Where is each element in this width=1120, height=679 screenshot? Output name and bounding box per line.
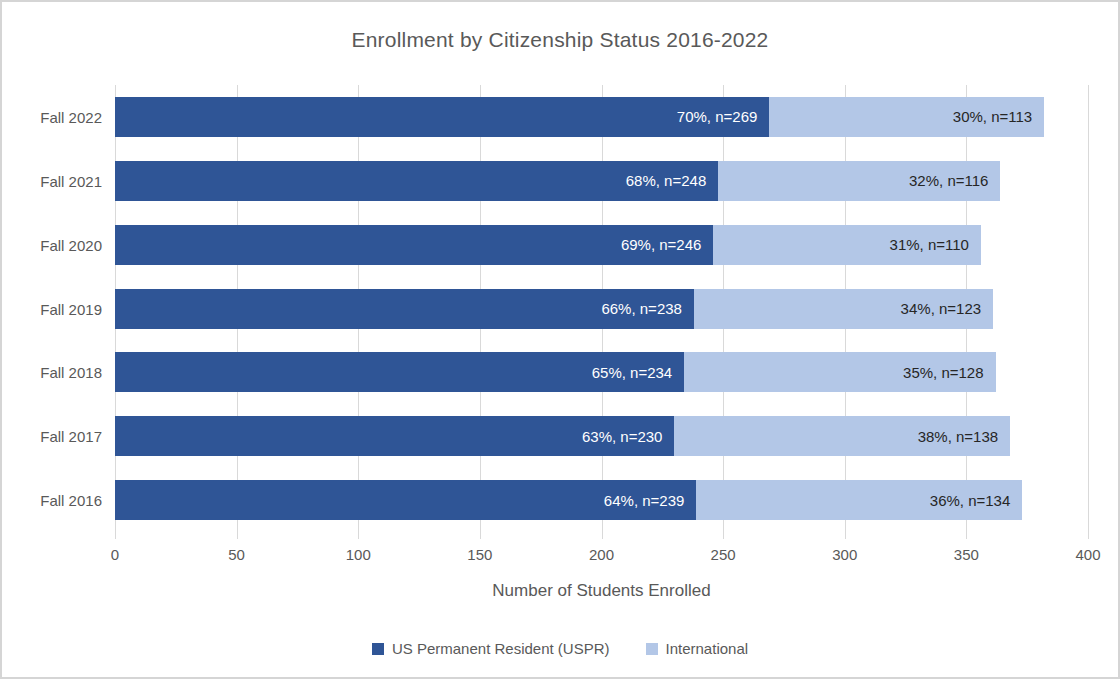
bar-label: 65%, n=234 <box>592 364 685 381</box>
axis-tick <box>115 532 116 539</box>
bar-label: 63%, n=230 <box>582 428 675 445</box>
y-axis-labels: Fall 2022 Fall 2021 Fall 2020 Fall 2019 Fall… <box>2 85 102 532</box>
x-axis-title: Number of Students Enrolled <box>115 581 1088 601</box>
bar-segment-uspr: 65%, n=234 <box>115 352 684 392</box>
axis-tick <box>966 532 967 539</box>
chart-title: Enrollment by Citizenship Status 2016-20… <box>2 28 1118 52</box>
y-axis-label: Fall 2016 <box>40 492 102 509</box>
x-tick-label: 100 <box>346 546 371 563</box>
x-tick-label: 50 <box>228 546 245 563</box>
bar-label: 68%, n=248 <box>626 172 719 189</box>
axis-tick <box>237 532 238 539</box>
axis-tick <box>845 532 846 539</box>
x-tick-label: 300 <box>832 546 857 563</box>
y-axis-label: Fall 2021 <box>40 172 102 189</box>
bar-label: 32%, n=116 <box>909 172 1000 189</box>
bar-label: 70%, n=269 <box>677 108 770 125</box>
bar-label: 36%, n=134 <box>930 492 1023 509</box>
chart-container: Enrollment by Citizenship Status 2016-20… <box>0 0 1120 679</box>
bar-segment-international: 30%, n=113 <box>769 97 1044 137</box>
x-tick-label: 150 <box>467 546 492 563</box>
legend-swatch-uspr <box>372 643 384 655</box>
bar-label: 30%, n=113 <box>953 108 1044 125</box>
bar-segment-international: 38%, n=138 <box>674 416 1010 456</box>
bar-segment-international: 36%, n=134 <box>696 480 1022 520</box>
bar-row: 69%, n=246 31%, n=110 <box>115 225 1088 265</box>
axis-tick <box>1088 532 1089 539</box>
bar-label: 34%, n=123 <box>901 300 994 317</box>
bar-label: 35%, n=128 <box>903 364 996 381</box>
axis-tick <box>723 532 724 539</box>
bar-row: 65%, n=234 35%, n=128 <box>115 352 1088 392</box>
y-axis-label: Fall 2022 <box>40 108 102 125</box>
legend: US Permanent Resident (USPR) Internationa… <box>2 640 1118 657</box>
bar-label: 66%, n=238 <box>601 300 694 317</box>
bar-segment-uspr: 63%, n=230 <box>115 416 674 456</box>
bar-segment-international: 35%, n=128 <box>684 352 995 392</box>
axis-tick <box>358 532 359 539</box>
bar-label: 69%, n=246 <box>621 236 714 253</box>
bar-row: 68%, n=248 32%, n=116 <box>115 161 1088 201</box>
y-axis-label: Fall 2018 <box>40 364 102 381</box>
bar-segment-international: 32%, n=116 <box>718 161 1000 201</box>
y-axis-label: Fall 2019 <box>40 300 102 317</box>
gridline <box>1088 85 1089 532</box>
bar-segment-uspr: 68%, n=248 <box>115 161 718 201</box>
legend-label: US Permanent Resident (USPR) <box>392 640 610 657</box>
y-axis-label: Fall 2017 <box>40 428 102 445</box>
bar-segment-international: 31%, n=110 <box>713 225 981 265</box>
bar-segment-uspr: 66%, n=238 <box>115 289 694 329</box>
legend-swatch-international <box>646 643 658 655</box>
bar-segment-uspr: 64%, n=239 <box>115 480 696 520</box>
x-tick-label: 250 <box>711 546 736 563</box>
bar-segment-uspr: 69%, n=246 <box>115 225 713 265</box>
bar-row: 63%, n=230 38%, n=138 <box>115 416 1088 456</box>
bar-row: 66%, n=238 34%, n=123 <box>115 289 1088 329</box>
x-tick-label: 350 <box>954 546 979 563</box>
axis-tick <box>602 532 603 539</box>
legend-item: International <box>646 640 749 657</box>
bar-row: 70%, n=269 30%, n=113 <box>115 97 1088 137</box>
legend-label: International <box>666 640 749 657</box>
plot-area: 70%, n=269 30%, n=113 68%, n=248 32%, n=116… <box>115 85 1088 532</box>
bar-segment-uspr: 70%, n=269 <box>115 97 769 137</box>
axis-tick <box>480 532 481 539</box>
x-tick-label: 200 <box>589 546 614 563</box>
x-tick-label: 400 <box>1075 546 1100 563</box>
legend-item: US Permanent Resident (USPR) <box>372 640 610 657</box>
bar-label: 31%, n=110 <box>890 236 981 253</box>
x-axis-tick-labels: 050100150200250300350400 <box>115 546 1088 566</box>
bar-row: 64%, n=239 36%, n=134 <box>115 480 1088 520</box>
bar-label: 64%, n=239 <box>604 492 697 509</box>
y-axis-label: Fall 2020 <box>40 236 102 253</box>
x-axis-ticks <box>115 532 1088 539</box>
bar-label: 38%, n=138 <box>918 428 1011 445</box>
x-tick-label: 0 <box>111 546 119 563</box>
bar-segment-international: 34%, n=123 <box>694 289 993 329</box>
